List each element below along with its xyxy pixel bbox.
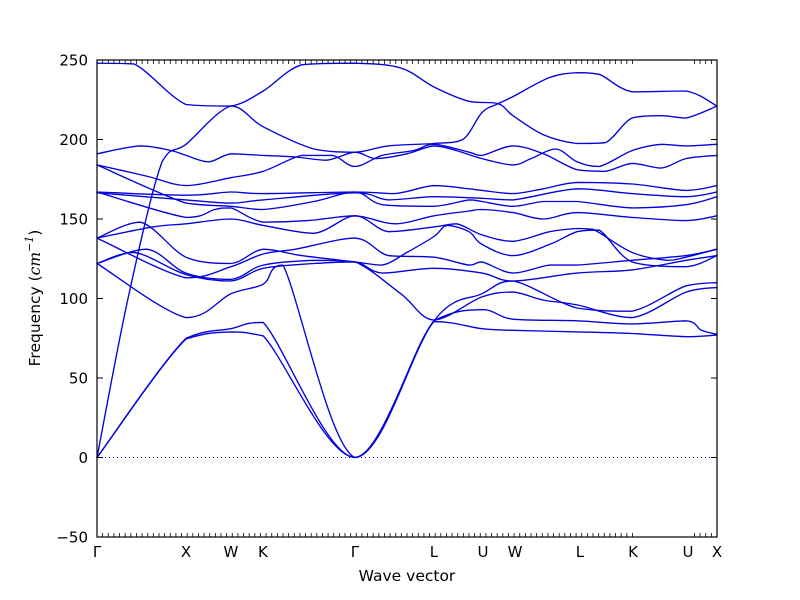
x-tick-label-L: L: [576, 543, 585, 561]
band-lines-group: [96, 62, 718, 459]
band-path-band-09: [96, 215, 718, 261]
y-axis-label-prefix: Frequency (: [26, 275, 44, 366]
x-tick-label-W: W: [224, 543, 239, 561]
x-tick-label-U: U: [682, 543, 693, 561]
band-path-band-16: [96, 320, 718, 459]
band-path-band-13: [96, 262, 718, 459]
band-path-band-05: [96, 181, 718, 196]
y-axis-label: Frequency (cm−1): [23, 230, 44, 367]
x-tick-label-X: X: [181, 543, 191, 561]
band-path-band-02: [96, 72, 718, 459]
x-tick-label-X: X: [712, 543, 722, 561]
band-path-band-07: [96, 164, 718, 211]
y-tick-label: 200: [59, 131, 88, 149]
plot-frame: [96, 59, 718, 538]
band-path-band-08: [96, 191, 718, 225]
y-tick-label: 50: [69, 370, 88, 388]
band-path-band-06: [96, 188, 718, 204]
x-tick-label-Γ: Γ: [93, 543, 102, 561]
y-axis-label-exponent: −1: [23, 236, 36, 252]
x-tick-label-W: W: [508, 543, 523, 561]
y-tick-label: −50: [56, 529, 88, 547]
band-path-band-04: [96, 143, 718, 187]
band-path-band-15: [96, 308, 718, 459]
y-axis-label-unit: cm: [26, 252, 44, 275]
band-path-band-14: [96, 248, 718, 321]
x-tick-label-U: U: [478, 543, 489, 561]
y-tick-label: 250: [59, 52, 88, 70]
x-tick-label-K: K: [258, 543, 269, 561]
x-tick-label-L: L: [430, 543, 439, 561]
x-axis-label: Wave vector: [359, 567, 456, 585]
y-tick-label: 100: [59, 290, 88, 308]
band-path-band-03: [96, 143, 718, 168]
band-path-band-12: [96, 251, 718, 282]
y-tick-label: 150: [59, 211, 88, 229]
x-tick-label-Γ: Γ: [351, 543, 360, 561]
band-path-band-01: [96, 62, 718, 145]
band-path-band-11: [96, 237, 718, 279]
y-tick-label: 0: [78, 449, 88, 467]
x-tick-label-K: K: [628, 543, 639, 561]
tick-labels-group: 250 200 150 100 50 0 −50 Γ X W K Γ L U W L K U X: [56, 52, 722, 562]
band-path-band-10: [96, 221, 718, 268]
y-axis-label-suffix: ): [26, 230, 44, 236]
